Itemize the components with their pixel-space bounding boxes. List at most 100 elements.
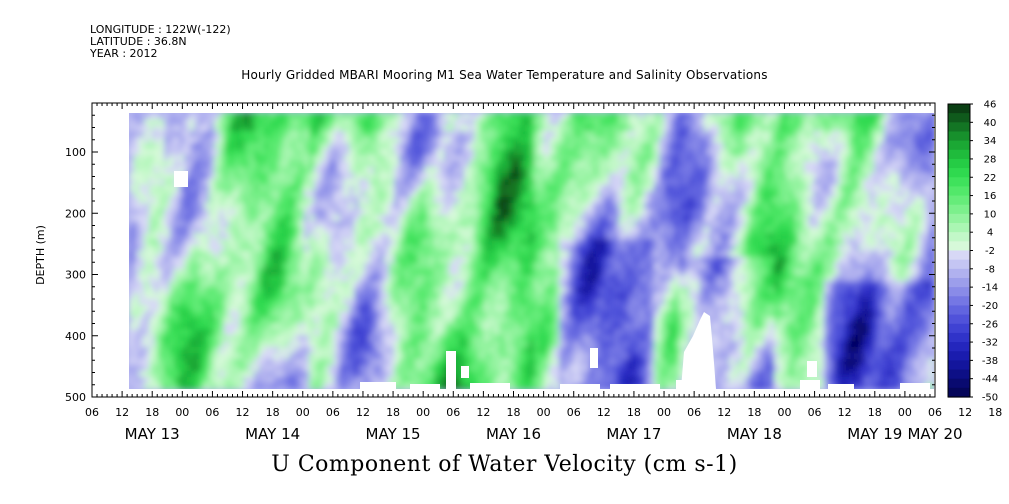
heatmap-cell — [404, 263, 410, 270]
heatmap-cell — [609, 377, 615, 384]
heatmap-cell — [199, 119, 205, 126]
heatmap-cell — [354, 173, 360, 180]
heatmap-cell — [169, 221, 175, 228]
heatmap-cell — [494, 233, 500, 240]
heatmap-cell — [614, 275, 620, 282]
heatmap-cell — [279, 155, 285, 162]
heatmap-cell — [239, 269, 245, 276]
heatmap-cell — [324, 149, 330, 156]
heatmap-cell — [214, 269, 220, 276]
heatmap-cell — [549, 179, 555, 186]
heatmap-cell — [199, 227, 205, 234]
heatmap-cell — [309, 365, 315, 372]
heatmap-cell — [289, 317, 295, 324]
heatmap-cell — [509, 263, 515, 270]
heatmap-cell — [389, 365, 395, 372]
heatmap-cell — [399, 149, 405, 156]
heatmap-cell — [614, 317, 620, 324]
heatmap-cell — [139, 239, 145, 246]
heatmap-cell — [469, 341, 475, 348]
heatmap-cell — [539, 365, 545, 372]
heatmap-cell — [434, 173, 440, 180]
heatmap-cell — [564, 221, 570, 228]
heatmap-cell — [254, 317, 260, 324]
heatmap-cell — [579, 251, 585, 258]
heatmap-cell — [209, 119, 215, 126]
heatmap-cell — [149, 257, 155, 264]
heatmap-cell — [234, 263, 240, 270]
heatmap-cell — [304, 137, 310, 144]
heatmap-cell — [514, 113, 520, 120]
heatmap-cell — [664, 281, 670, 288]
heatmap-cell — [184, 149, 190, 156]
heatmap-cell — [604, 221, 610, 228]
heatmap-cell — [404, 203, 410, 210]
heatmap-cell — [204, 191, 210, 198]
heatmap-cell — [509, 125, 515, 132]
heatmap-cell — [519, 125, 525, 132]
heatmap-cell — [629, 203, 635, 210]
heatmap-cell — [509, 305, 515, 312]
heatmap-cell — [179, 113, 185, 120]
heatmap-cell — [404, 281, 410, 288]
heatmap-cell — [439, 371, 445, 378]
heatmap-cell — [639, 335, 645, 342]
heatmap-cell — [569, 257, 575, 264]
heatmap-cell — [574, 371, 580, 378]
heatmap-cell — [584, 275, 590, 282]
heatmap-cell — [364, 209, 370, 216]
heatmap-cell — [149, 125, 155, 132]
heatmap-cell — [659, 305, 665, 312]
heatmap-cell — [604, 119, 610, 126]
heatmap-cell — [424, 311, 430, 318]
heatmap-cell — [469, 185, 475, 192]
heatmap-cell — [194, 173, 200, 180]
heatmap-cell — [234, 221, 240, 228]
heatmap-cell — [469, 317, 475, 324]
heatmap-cell — [549, 233, 555, 240]
heatmap-cell — [664, 257, 670, 264]
heatmap-cell — [569, 371, 575, 378]
heatmap-cell — [534, 251, 540, 258]
heatmap-cell — [399, 173, 405, 180]
heatmap-cell — [389, 191, 395, 198]
heatmap-cell — [194, 149, 200, 156]
heatmap-cell — [219, 263, 225, 270]
heatmap-cell — [524, 317, 530, 324]
heatmap-cell — [174, 149, 180, 156]
heatmap-cell — [599, 167, 605, 174]
heatmap-cell — [559, 239, 565, 246]
heatmap-cell — [189, 323, 195, 330]
heatmap-cell — [379, 329, 385, 336]
heatmap-cell — [609, 173, 615, 180]
heatmap-cell — [279, 227, 285, 234]
heatmap-cell — [354, 299, 360, 306]
heatmap-cell — [329, 305, 335, 312]
heatmap-cell — [509, 251, 515, 258]
heatmap-cell — [429, 269, 435, 276]
heatmap-cell — [299, 239, 305, 246]
heatmap-cell — [204, 137, 210, 144]
heatmap-cell — [344, 251, 350, 258]
heatmap-cell — [279, 353, 285, 360]
heatmap-cell — [524, 329, 530, 336]
heatmap-cell — [479, 185, 485, 192]
heatmap-cell — [129, 155, 135, 162]
heatmap-cell — [384, 203, 390, 210]
heatmap-cell — [254, 197, 260, 204]
heatmap-cell — [294, 143, 300, 150]
heatmap-cell — [609, 281, 615, 288]
heatmap-cell — [304, 269, 310, 276]
heatmap-cell — [199, 191, 205, 198]
heatmap-cell — [344, 233, 350, 240]
heatmap-cell — [479, 119, 485, 126]
heatmap-cell — [569, 137, 575, 144]
heatmap-cell — [249, 377, 255, 384]
heatmap-cell — [574, 137, 580, 144]
heatmap-cell — [399, 167, 405, 174]
heatmap-cell — [384, 155, 390, 162]
heatmap-cell — [639, 179, 645, 186]
heatmap-cell — [554, 143, 560, 150]
heatmap-cell — [134, 239, 140, 246]
heatmap-cell — [324, 245, 330, 252]
